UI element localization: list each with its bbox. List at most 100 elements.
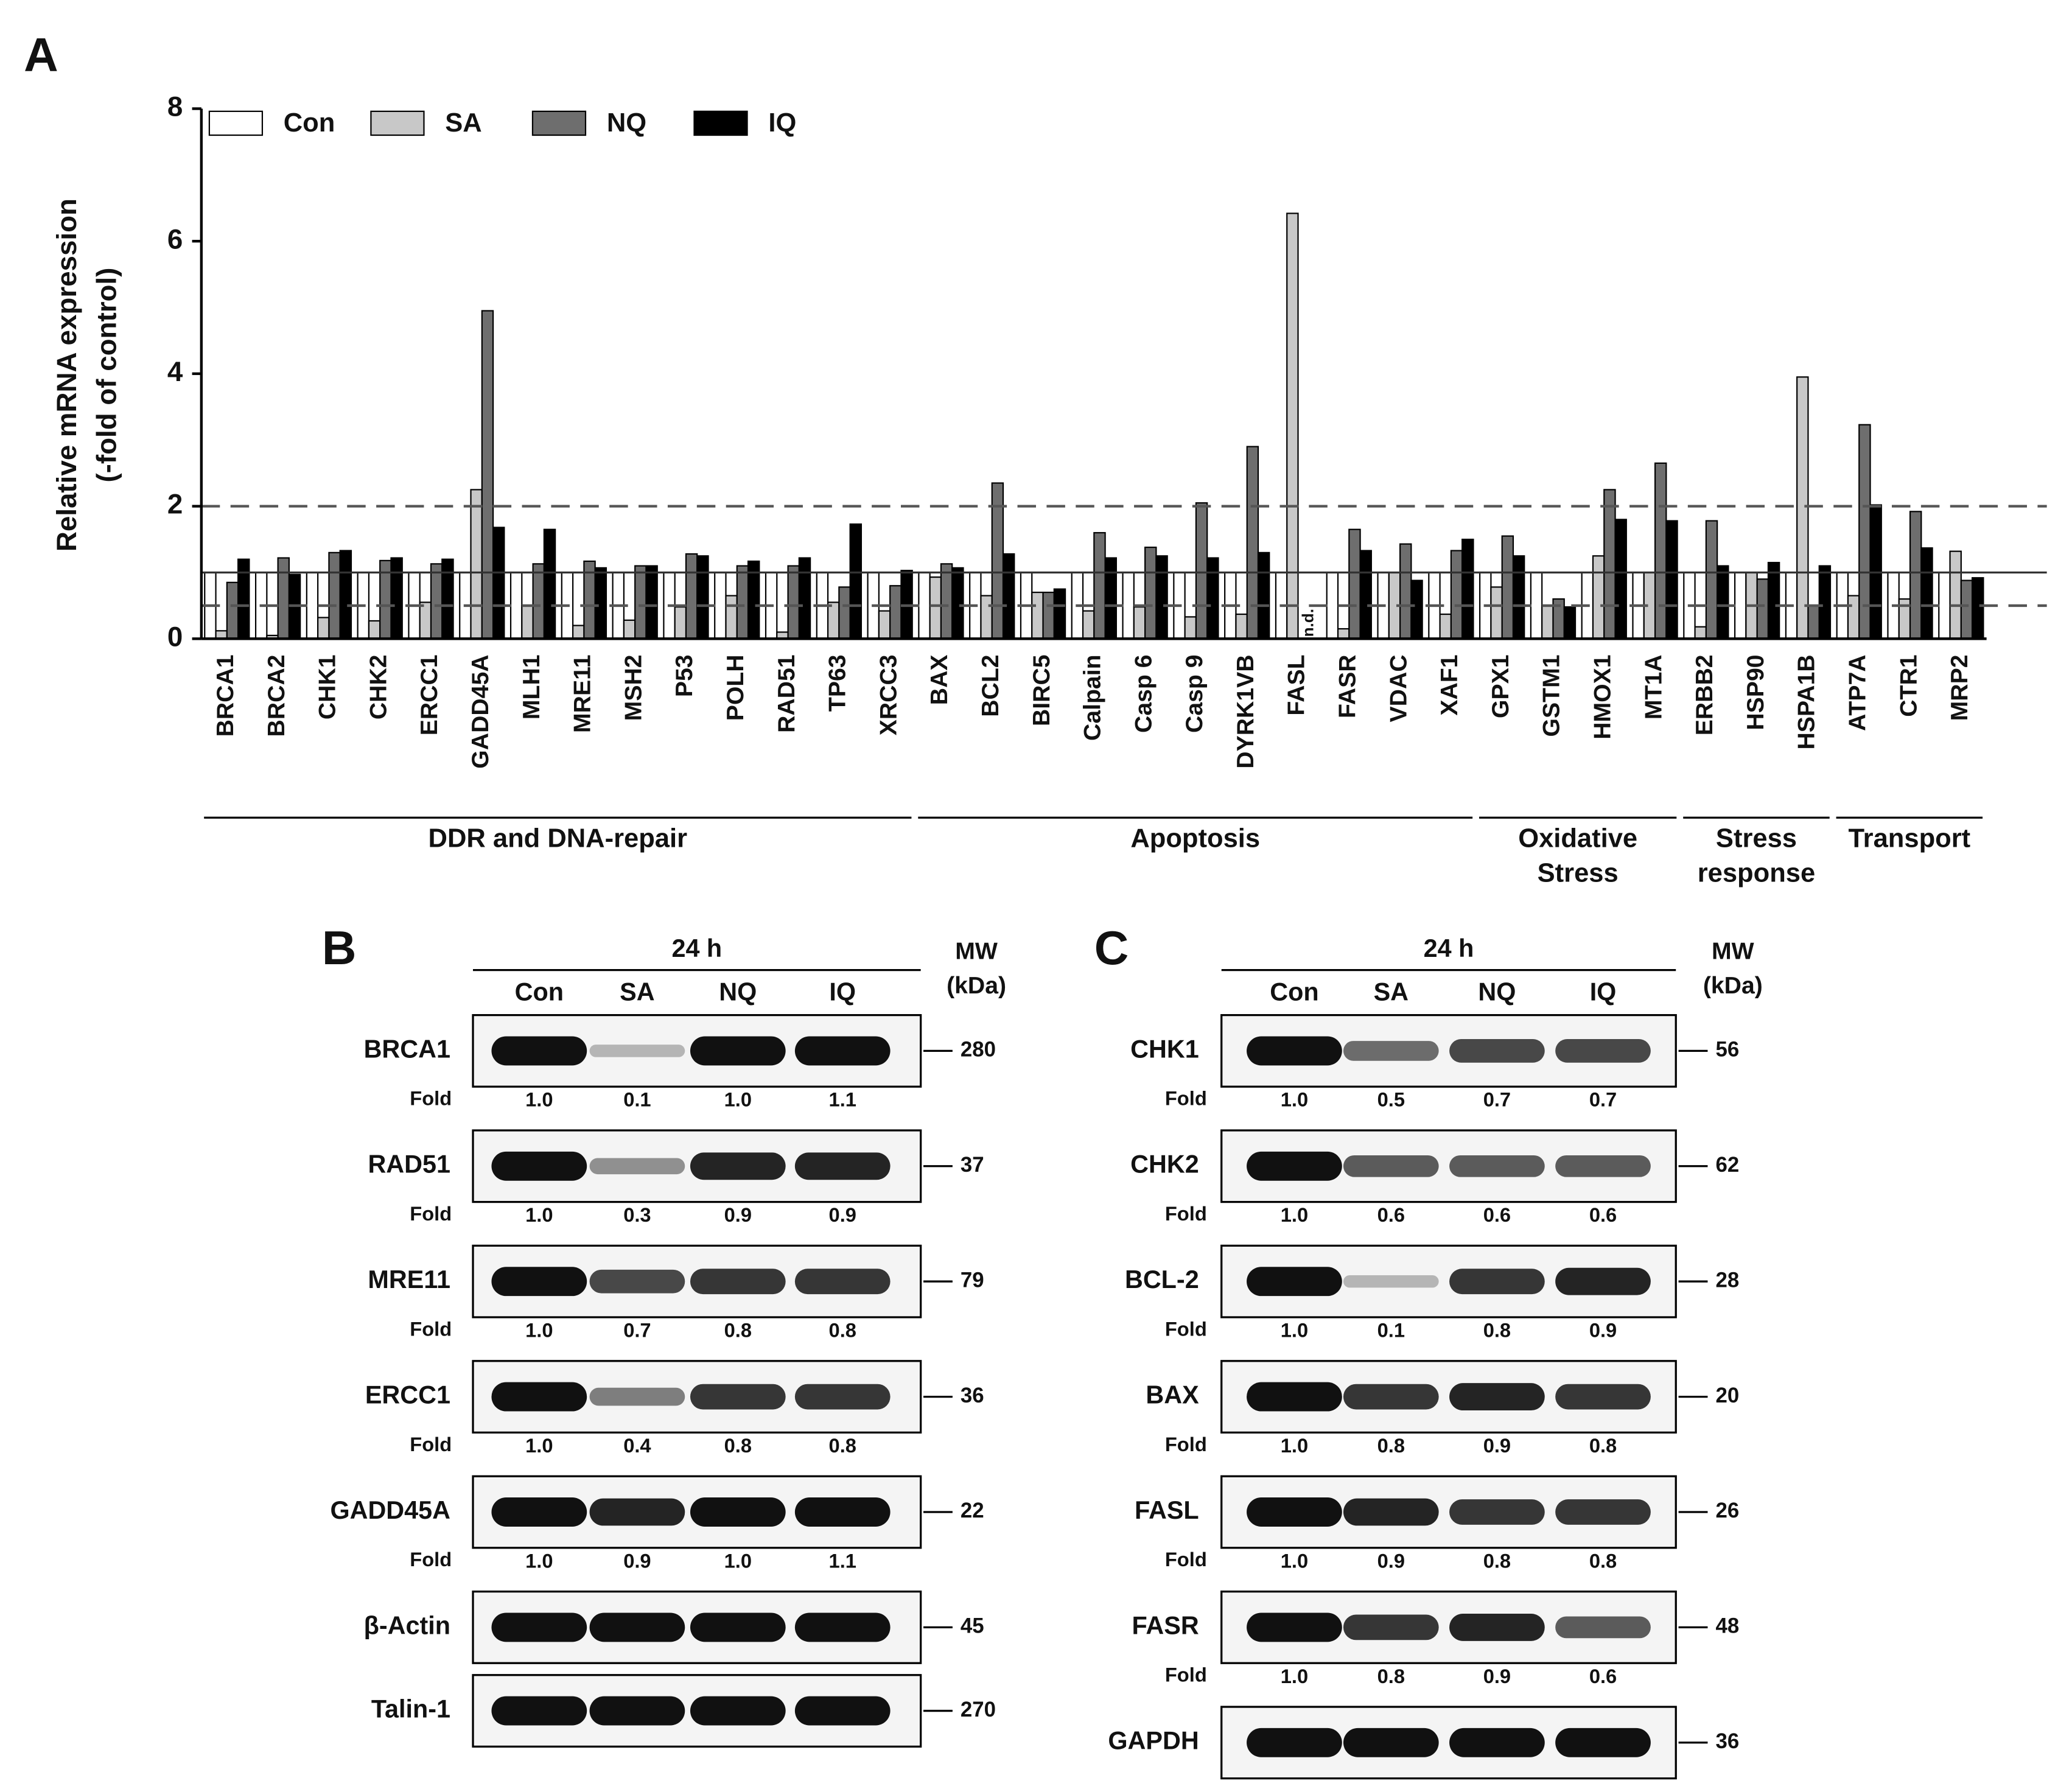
bar (1195, 502, 1208, 640)
bar (1206, 557, 1219, 640)
lane-label: Con (1270, 978, 1318, 1006)
bar (1257, 551, 1270, 640)
bar (1796, 376, 1809, 640)
bar (1122, 572, 1135, 640)
fold-value: 0.8 (724, 1319, 752, 1342)
bar (543, 528, 556, 640)
blot-band (794, 1696, 891, 1726)
x-tick-label: BRCA1 (212, 654, 239, 737)
blot-band (491, 1497, 587, 1527)
bar (237, 558, 250, 640)
bar (725, 595, 738, 640)
blot-band (1343, 1728, 1439, 1757)
fold-value: 0.8 (1377, 1434, 1405, 1457)
bar (929, 576, 942, 640)
fold-value: 0.8 (829, 1319, 856, 1342)
fold-value: 1.0 (525, 1088, 553, 1111)
bar (1144, 547, 1157, 640)
bar (1972, 577, 1984, 640)
bar (889, 585, 902, 640)
fold-value: 0.8 (1377, 1665, 1405, 1687)
bar (634, 565, 647, 640)
bar (645, 565, 658, 640)
bar (736, 565, 749, 640)
bar (714, 572, 727, 640)
bar (1847, 595, 1860, 640)
bar (532, 563, 545, 640)
blot-band (589, 1045, 685, 1057)
fold-value: 1.0 (1281, 1434, 1308, 1457)
time-label: 24 h (671, 934, 722, 962)
bar (1093, 532, 1106, 640)
blot-band (1449, 1039, 1545, 1063)
bar (838, 586, 851, 640)
fold-value: 0.1 (623, 1088, 651, 1111)
mw-header: MW (955, 939, 998, 965)
bar (1490, 586, 1503, 640)
x-tick-label: ATP7A (1844, 654, 1871, 731)
bar (1717, 565, 1729, 640)
bar (623, 619, 636, 640)
lane-label: Con (515, 978, 564, 1006)
lane-label: NQ (719, 978, 757, 1006)
fold-value: 1.0 (724, 1549, 752, 1572)
group-label: Oxidative (1518, 824, 1637, 853)
bar (277, 557, 290, 640)
blot-band (794, 1497, 891, 1527)
mw-label: 280 (961, 1038, 996, 1062)
bar (509, 572, 523, 640)
bar (1920, 547, 1933, 640)
bar (306, 572, 319, 640)
blot-band (690, 1497, 786, 1527)
protein-label: MRE11 (368, 1266, 450, 1294)
blot-band (1247, 1267, 1342, 1297)
blot-band (1449, 1383, 1545, 1411)
panel-label: C (1094, 921, 1129, 975)
bar (1359, 550, 1372, 640)
fold-value: 1.1 (829, 1549, 856, 1572)
bar (1184, 616, 1197, 640)
fold-value: 0.6 (1589, 1665, 1617, 1687)
fold-value: 1.0 (525, 1549, 553, 1572)
legend-label: IQ (768, 108, 796, 138)
fold-label: Fold (1165, 1664, 1207, 1686)
bar (419, 601, 432, 640)
bar (1530, 572, 1543, 640)
x-tick-label: FASL (1284, 654, 1310, 715)
bar (1767, 562, 1780, 640)
protein-label: BAX (1146, 1381, 1199, 1409)
fold-value: 1.0 (1281, 1549, 1308, 1572)
protein-label: ERCC1 (365, 1381, 450, 1409)
mw-label: 36 (1716, 1729, 1740, 1753)
x-tick-label: GSTM1 (1539, 654, 1565, 737)
x-tick-label: BIRC5 (1029, 654, 1055, 726)
blot-band (491, 1382, 587, 1412)
blot-band (794, 1269, 891, 1295)
fold-value: 0.9 (1483, 1434, 1511, 1457)
fold-value: 0.9 (1589, 1319, 1617, 1342)
x-tick-label: HMOX1 (1590, 654, 1616, 739)
panel-label: B (322, 921, 357, 975)
x-tick-label: TP63 (825, 654, 851, 712)
x-tick-label: BAX (926, 654, 953, 705)
blot-band (794, 1612, 891, 1642)
fold-label: Fold (1165, 1433, 1207, 1455)
bar (1155, 555, 1168, 640)
bar (1909, 511, 1922, 640)
blot-band (1247, 1151, 1342, 1181)
fold-label: Fold (1165, 1317, 1207, 1340)
x-tick-label: HSP90 (1743, 654, 1769, 730)
bar (1665, 520, 1678, 640)
x-tick-label: Casp 9 (1181, 654, 1208, 732)
fold-value: 0.9 (1377, 1549, 1405, 1572)
x-tick-label: MLH1 (519, 654, 545, 719)
x-tick-label: RAD51 (774, 654, 800, 732)
blot-band (1449, 1728, 1545, 1757)
lane-label: IQ (829, 978, 856, 1006)
x-tick-label: MRP2 (1947, 654, 1973, 721)
fold-value: 1.0 (1281, 1665, 1308, 1687)
x-tick-label: P53 (671, 654, 698, 697)
bar (1818, 565, 1832, 640)
bar (1082, 610, 1095, 640)
blot-band (690, 1269, 786, 1295)
